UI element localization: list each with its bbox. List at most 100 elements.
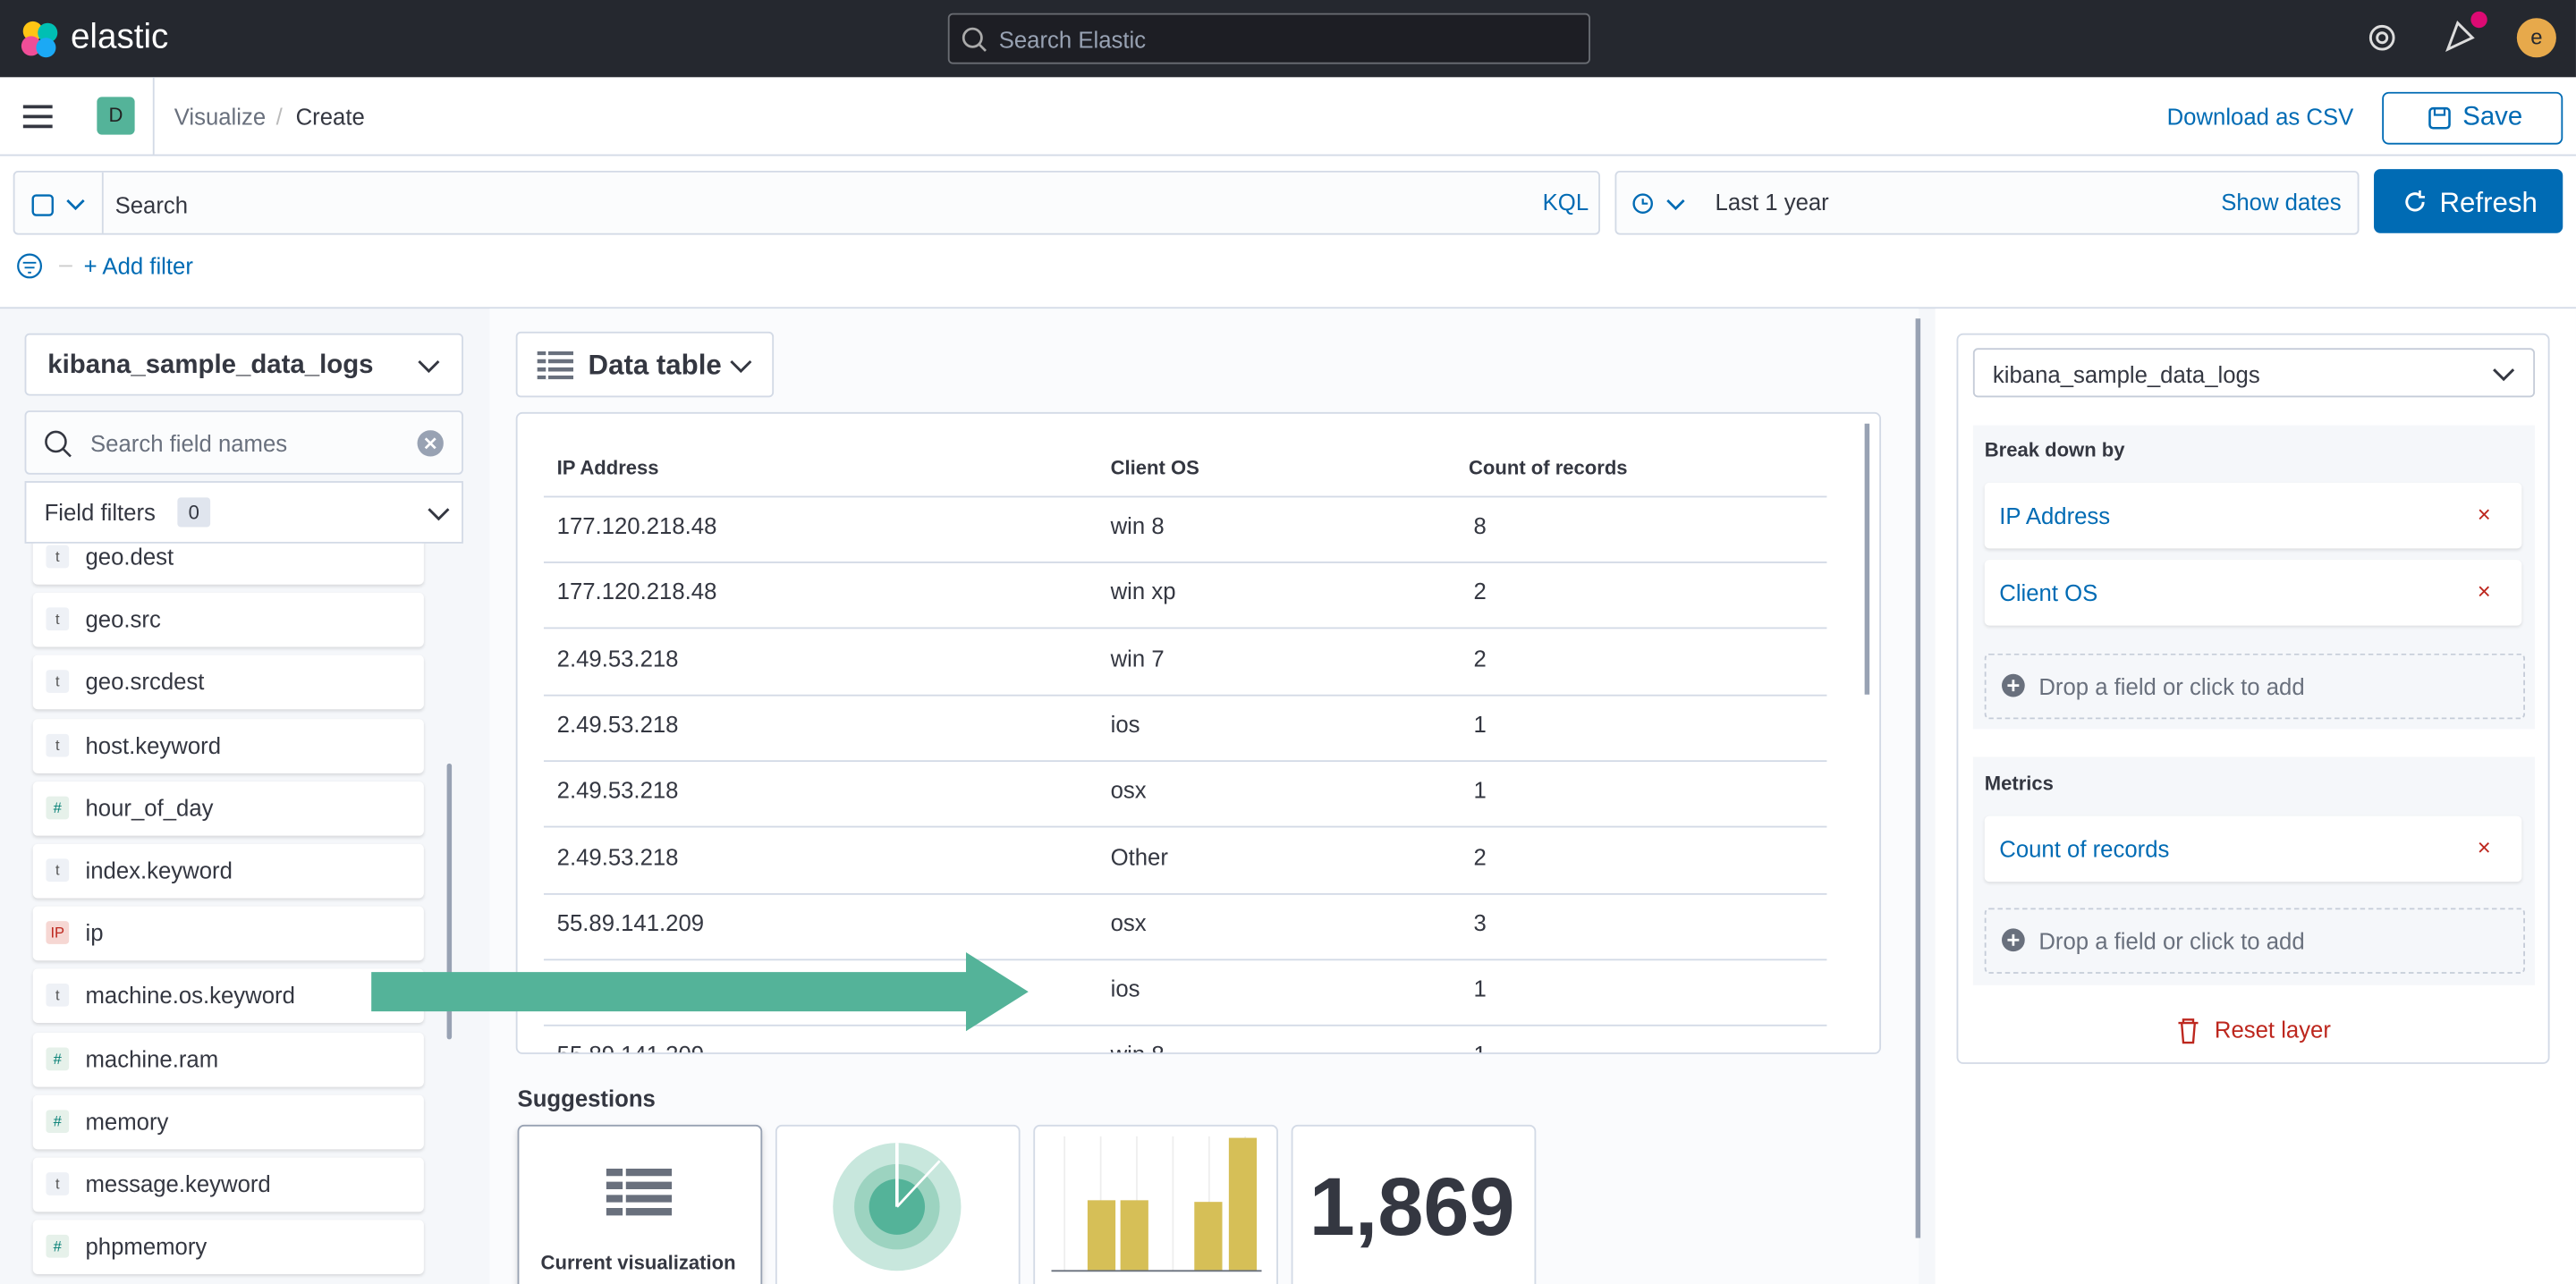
table-cell: 2.49.53.218 <box>556 644 679 672</box>
layer-index-select[interactable]: kibana_sample_data_logs <box>1972 348 2536 398</box>
field-type: t <box>46 545 70 569</box>
clear-icon[interactable] <box>417 430 444 457</box>
index-name: kibana_sample_data_logs <box>47 351 374 380</box>
remove[interactable]: × <box>2477 833 2491 861</box>
remove[interactable]: × <box>2477 578 2491 604</box>
refresh-button[interactable]: Refresh <box>2374 169 2563 233</box>
field-name: geo.src <box>85 605 161 633</box>
resize-bar[interactable] <box>1915 318 1921 1238</box>
field-name: message.keyword <box>85 1170 271 1197</box>
filters-count: 0 <box>177 497 211 528</box>
chevron <box>418 359 440 374</box>
add-icon <box>2002 673 2025 697</box>
field-name: index.keyword <box>85 857 233 883</box>
remove[interactable]: × <box>2477 501 2491 528</box>
field-item[interactable]: # hour_of_day <box>32 781 424 836</box>
table-cell: 55.89.141.209 <box>556 908 705 936</box>
table-row: 2.49.53.218 Other 2 <box>543 827 1827 894</box>
chart-type: Data table <box>588 350 722 382</box>
metric-label: Count of records <box>1999 835 2170 863</box>
data-table: IP Address Client OS Count of records 17… <box>515 411 1882 1054</box>
field-type: t <box>46 984 70 1008</box>
show-dates[interactable]: Show dates <box>2221 189 2342 215</box>
field-type: t <box>46 1172 70 1195</box>
field-filters[interactable]: Field filters 0 <box>24 481 463 544</box>
top-bar: elastic Search Elastic e <box>0 0 2576 78</box>
field-item[interactable]: # memory <box>32 1094 424 1150</box>
table-icon <box>606 1167 673 1217</box>
suggestion-card[interactable] <box>1033 1124 1278 1284</box>
dimension[interactable]: Client OS × <box>1984 560 2522 626</box>
bar-thumbnail <box>1051 1136 1262 1272</box>
field-type: IP <box>46 921 70 945</box>
suggestion-card[interactable]: Current visualization <box>517 1124 763 1284</box>
table-cell: 177.120.218.48 <box>556 578 717 605</box>
placeholder: Search <box>114 191 189 219</box>
add-filter[interactable]: + Add filter <box>83 252 193 280</box>
suggestion-card[interactable]: 1,869 <box>1291 1124 1537 1284</box>
breadcrumb[interactable]: Visualize <box>174 103 267 131</box>
index-pattern-select[interactable]: kibana_sample_data_logs <box>24 333 463 396</box>
date-picker[interactable]: Last 1 year Show dates <box>1614 170 2360 235</box>
download-link[interactable]: Download as CSV <box>2166 103 2354 131</box>
save-button[interactable]: Save <box>2382 91 2563 145</box>
saved-query-icon <box>31 194 85 216</box>
field-name: hour_of_day <box>85 794 214 821</box>
field-item[interactable]: t geo.srcdest <box>32 655 424 710</box>
field-item[interactable]: t host.keyword <box>32 718 424 773</box>
group-title: Break down by <box>1984 438 2125 462</box>
table-cell: ios <box>1110 975 1140 1002</box>
placeholder: Search field names <box>90 430 288 457</box>
divider <box>101 172 104 233</box>
field-item[interactable]: IP ip <box>32 906 424 961</box>
news-icon[interactable] <box>2443 10 2492 53</box>
table-cell: 2 <box>1473 842 1487 870</box>
field-name: phpmemory <box>85 1233 208 1260</box>
avatar[interactable]: e <box>2516 18 2556 58</box>
query-input[interactable]: Search KQL <box>13 170 1600 235</box>
dimension[interactable]: IP Address × <box>1984 482 2522 549</box>
field-item[interactable]: t index.keyword <box>32 843 424 899</box>
table-row: 55.89.141.209 osx 3 <box>543 893 1827 960</box>
metric[interactable]: Count of records × <box>1984 815 2522 883</box>
drop-zone[interactable]: Drop a field or click to add <box>1984 908 2526 974</box>
space-badge[interactable]: D <box>97 97 135 135</box>
donut-thumbnail <box>833 1143 962 1271</box>
field-search[interactable]: Search field names <box>24 410 463 475</box>
field-item[interactable]: t geo.dest <box>32 543 424 585</box>
suggestion-card[interactable] <box>775 1124 1021 1284</box>
drop-zone[interactable]: Drop a field or click to add <box>1984 653 2526 720</box>
chart-switcher[interactable]: Data table <box>515 331 775 398</box>
arrow-annotation <box>371 952 1029 1032</box>
column-header: Client OS <box>1110 456 1199 480</box>
field-item[interactable]: # machine.ram <box>32 1032 424 1086</box>
field-type: # <box>46 796 70 819</box>
menu-icon[interactable] <box>22 104 53 130</box>
save-label: Save <box>2462 103 2523 131</box>
trash-icon <box>2178 1018 2199 1044</box>
table-row: ios 1 <box>543 959 1827 1026</box>
brand: elastic <box>70 18 169 56</box>
reset-label: Reset layer <box>2214 1016 2331 1043</box>
header-row: IP Address Client OS Count of records <box>543 440 1827 498</box>
column-header: Count of records <box>1469 456 1628 480</box>
kql-toggle[interactable]: KQL <box>1542 189 1589 215</box>
global-search[interactable]: Search Elastic <box>947 13 1590 64</box>
field-item[interactable]: t message.keyword <box>32 1157 424 1212</box>
field-type: t <box>46 733 70 756</box>
logo <box>21 21 58 58</box>
field-item[interactable]: t geo.src <box>32 593 424 647</box>
drop-hint: Drop a field or click to add <box>2038 672 2305 700</box>
filter-icon[interactable] <box>16 253 75 279</box>
scrollbar <box>1864 423 1870 695</box>
help-icon[interactable] <box>2368 23 2397 53</box>
table-cell: 1 <box>1473 975 1487 1002</box>
field-type: t <box>46 670 70 694</box>
field-type: # <box>46 1046 70 1070</box>
field-item[interactable]: # phpmemory <box>32 1220 424 1275</box>
reset-layer[interactable]: Reset layer <box>2177 1017 2374 1050</box>
field-item[interactable]: t machine.os.keyword <box>32 969 424 1024</box>
field-name: memory <box>85 1108 169 1135</box>
metric-thumbnail: 1,869 <box>1309 1161 1515 1254</box>
